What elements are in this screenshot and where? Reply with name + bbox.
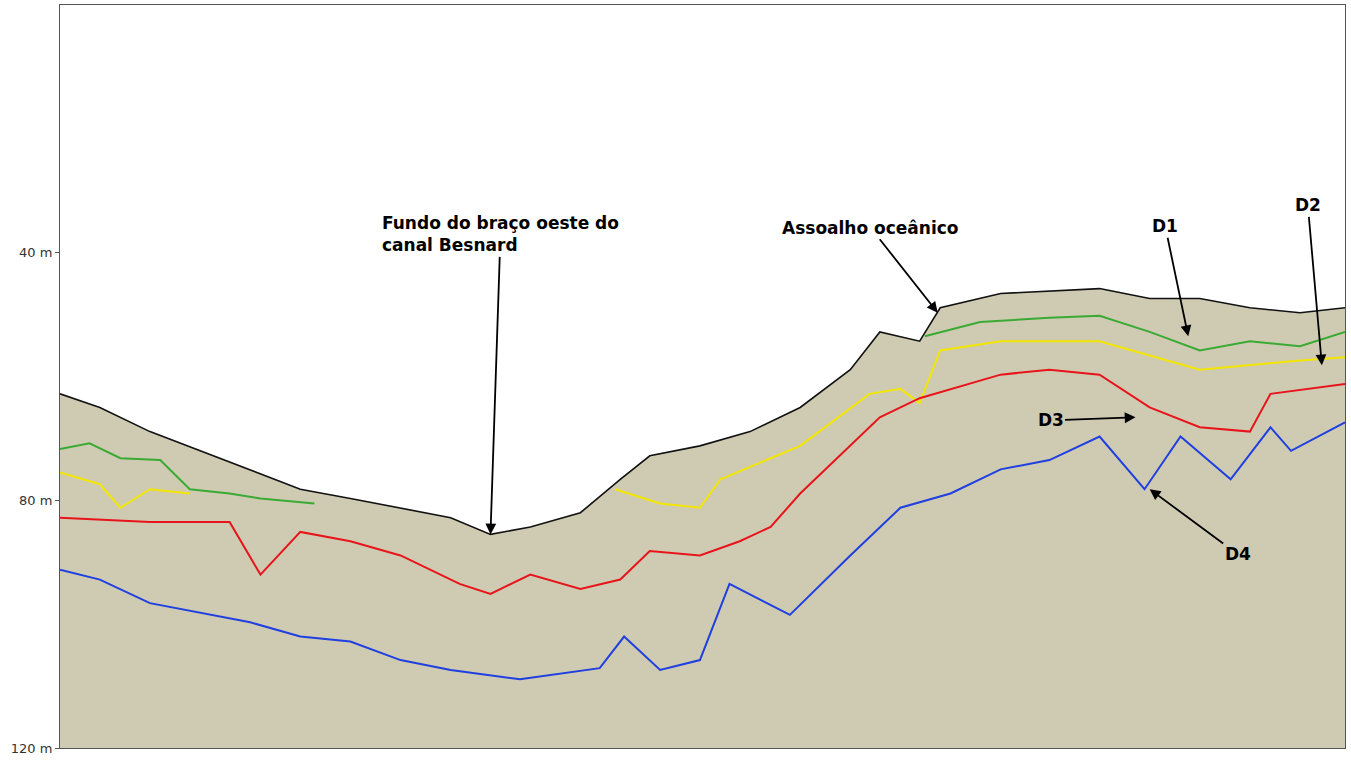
svg-text:80 m: 80 m bbox=[19, 493, 52, 508]
svg-text:Assoalho oceânico: Assoalho oceânico bbox=[782, 218, 959, 238]
svg-text:D2: D2 bbox=[1295, 195, 1321, 215]
svg-text:40 m: 40 m bbox=[19, 245, 52, 260]
svg-text:120 m: 120 m bbox=[11, 741, 53, 756]
svg-text:D1: D1 bbox=[1152, 216, 1178, 236]
svg-text:Fundo do braço oeste docanal B: Fundo do braço oeste docanal Besnard bbox=[382, 213, 619, 255]
svg-text:D3: D3 bbox=[1038, 410, 1064, 430]
svg-text:D4: D4 bbox=[1225, 544, 1251, 564]
